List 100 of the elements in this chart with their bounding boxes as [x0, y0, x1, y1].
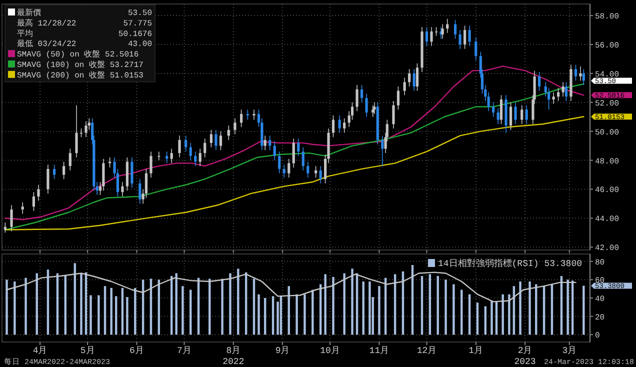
bar	[252, 278, 256, 335]
bar	[519, 282, 522, 335]
candlestick	[37, 184, 40, 202]
candlestick	[252, 109, 256, 120]
text: 最高 12/28/22 57.775	[17, 19, 152, 28]
candlestick	[574, 64, 578, 82]
bar	[6, 280, 8, 335]
candlestick	[343, 118, 346, 134]
bar	[332, 276, 334, 335]
candlestick	[412, 68, 416, 92]
legend-label: SMAVG (200) on 收盤 51.0153	[17, 70, 144, 80]
candlestick	[297, 138, 300, 156]
y-tick-label: 52.00	[595, 99, 620, 108]
bar	[182, 286, 184, 335]
candlestick	[500, 94, 503, 125]
bar	[368, 282, 371, 335]
candlestick	[430, 26, 433, 46]
candlestick	[178, 135, 181, 158]
x-tick-label: 12月	[416, 346, 437, 356]
bar	[237, 268, 240, 335]
x-tick-label: 8月 2022	[222, 346, 244, 367]
bar	[24, 278, 27, 335]
text: 最低 03/24/22 43.00	[17, 40, 152, 50]
bar	[304, 294, 306, 335]
y-tick-label: 56.00	[595, 42, 620, 51]
candlestick	[496, 108, 500, 125]
candlestick	[360, 84, 364, 103]
bar	[528, 282, 531, 335]
bar	[378, 286, 380, 335]
bar	[362, 282, 364, 335]
candlestick	[408, 68, 411, 87]
y-tick-label: 54.00	[595, 70, 620, 80]
candlestick	[21, 202, 24, 214]
bar	[80, 273, 82, 335]
candlestick	[194, 151, 197, 166]
candlestick	[509, 102, 512, 130]
candlestick	[268, 135, 272, 151]
candlestick	[108, 156, 112, 168]
bar	[90, 295, 92, 335]
bar	[74, 263, 76, 335]
candlestick	[264, 135, 266, 151]
y-tick-label: 46.00	[595, 186, 620, 196]
candlestick	[392, 100, 395, 129]
bar	[484, 306, 486, 335]
y-tick-label: 44.00	[595, 215, 620, 224]
candlestick	[278, 151, 281, 174]
legend-label: SMAVG (50) on 收盤 52.5016	[17, 50, 139, 60]
candlestick	[319, 166, 322, 184]
bar	[264, 298, 266, 335]
bar	[566, 280, 569, 335]
y-tick-label: 0	[595, 332, 600, 341]
candlestick	[474, 36, 478, 61]
candlestick	[338, 115, 341, 134]
bar	[460, 290, 463, 335]
bar	[110, 288, 112, 335]
candlestick	[121, 182, 124, 197]
candlestick	[210, 129, 213, 148]
candlestick	[75, 104, 78, 158]
candlestick	[403, 77, 406, 96]
candlestick	[227, 125, 230, 140]
candlestick	[365, 93, 368, 118]
candlestick	[273, 141, 276, 161]
bar	[280, 296, 282, 335]
line-series	[6, 272, 576, 302]
candlestick	[46, 164, 50, 194]
bar	[324, 274, 326, 335]
y-tick-label: 42.00	[595, 244, 620, 254]
candlestick	[62, 161, 66, 180]
candlestick	[396, 86, 400, 110]
bar	[296, 294, 298, 335]
bar	[444, 280, 447, 335]
bar	[175, 273, 178, 335]
x-tick-label: 5月	[80, 346, 95, 356]
bar	[229, 273, 232, 335]
bar	[582, 286, 585, 335]
bar	[495, 302, 498, 335]
candlestick	[138, 178, 142, 204]
bar	[115, 296, 118, 335]
candlestick	[306, 161, 310, 178]
candlestick	[282, 164, 286, 178]
candlestick	[582, 68, 585, 86]
candlestick	[234, 118, 236, 135]
line-series	[4, 83, 584, 230]
y-tick-label: 40	[595, 295, 605, 304]
candlestick	[189, 142, 192, 161]
candlestick	[381, 135, 384, 166]
y-tick-label: 48.00	[595, 157, 620, 166]
candlestick	[356, 84, 358, 112]
text: 平均 50.1676	[17, 30, 152, 39]
bar	[502, 294, 504, 335]
legend-label: SMAVG (100) on 收盤 53.2717	[17, 60, 144, 70]
candlestick	[166, 151, 168, 164]
candlestick	[416, 62, 419, 92]
x-tick-label: 4月	[32, 346, 48, 356]
bar	[258, 294, 260, 335]
candlestick	[373, 102, 376, 114]
bar	[190, 290, 192, 335]
bar	[343, 273, 346, 335]
candlestick	[562, 82, 564, 98]
candlestick	[184, 135, 188, 152]
